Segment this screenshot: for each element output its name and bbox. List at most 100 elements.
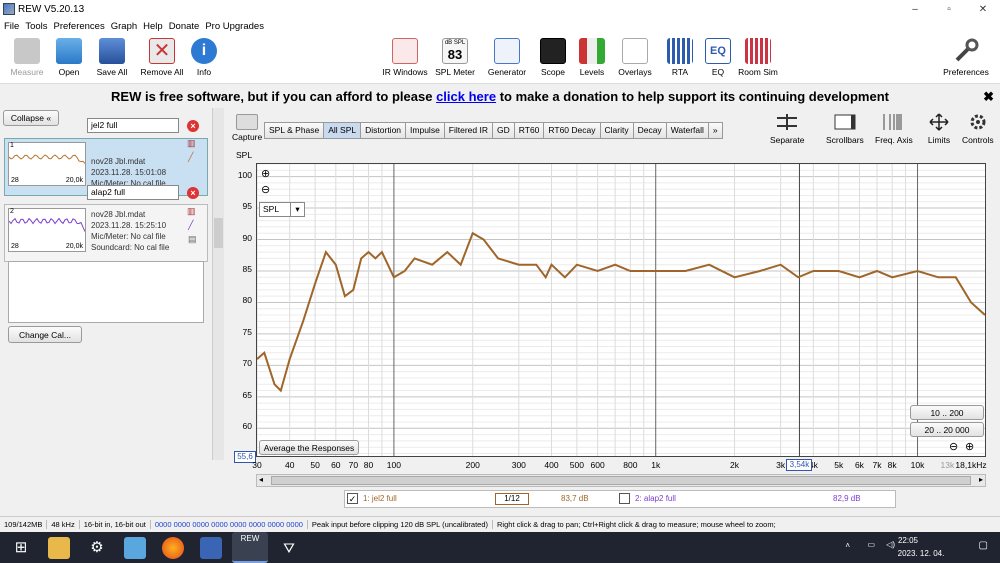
measurement-name-field-2[interactable]: alap2 full <box>87 185 179 200</box>
save-all-button[interactable]: Save All <box>82 38 142 77</box>
tab-decay[interactable]: Decay <box>632 122 667 139</box>
zoom-in-icon[interactable]: ⊕ <box>261 168 271 180</box>
notifications-icon[interactable]: ▢ <box>978 540 988 551</box>
chevron-up-icon[interactable]: ˄ <box>845 541 850 550</box>
info-button[interactable]: i Info <box>174 38 234 77</box>
overlays-icon <box>622 38 648 64</box>
capture-button[interactable]: Capture <box>232 114 262 142</box>
x-zoom-in-icon[interactable]: ⊕ <box>965 441 975 453</box>
tab-waterfall[interactable]: Waterfall <box>665 122 709 139</box>
tab-clarity[interactable]: Clarity <box>599 122 634 139</box>
scroll-right-icon[interactable]: ▸ <box>978 475 983 484</box>
x-tick-label: 30 <box>252 460 262 470</box>
clock-date[interactable]: 2023. 12. 04. <box>897 549 945 558</box>
network-icon[interactable]: ▭ <box>867 540 875 549</box>
x-tick-label: 13k <box>940 460 955 470</box>
firefox-icon[interactable] <box>162 537 184 559</box>
spl-select[interactable]: SPL ▾ <box>259 202 305 217</box>
pen-2-icon[interactable]: ╱ <box>188 220 194 230</box>
scope-button[interactable]: Scope <box>523 38 583 77</box>
measurement-name-field-1[interactable]: jel2 full <box>87 118 179 133</box>
menu-graph[interactable]: Graph <box>110 20 138 32</box>
overlays-button[interactable]: Overlays <box>605 38 665 77</box>
legend-checkbox-2[interactable] <box>619 493 630 504</box>
open-button[interactable]: Open <box>39 38 99 77</box>
levels-button[interactable]: Levels <box>562 38 622 77</box>
smoothing-selector[interactable]: 1/12 <box>495 493 529 505</box>
ir-windows-button[interactable]: IR Windows <box>375 38 435 77</box>
spl-chart <box>257 164 985 456</box>
spl-meter-button[interactable]: dB SPL 83 SPL Meter <box>435 38 475 77</box>
donate-link[interactable]: click here <box>436 89 497 104</box>
y-tick-label: 60 <box>242 421 252 432</box>
scrollbars-button[interactable]: Scrollbars <box>826 112 864 145</box>
menu-pro-upgrades[interactable]: Pro Upgrades <box>205 20 264 32</box>
tab-distortion[interactable]: Distortion <box>360 122 407 139</box>
document-icon[interactable]: ▤ <box>188 234 197 244</box>
range-10-200-button[interactable]: 10 .. 200 <box>910 405 984 420</box>
file-explorer-icon[interactable] <box>48 537 70 559</box>
tab-gd[interactable]: GD <box>492 122 515 139</box>
tab-rt60-decay[interactable]: RT60 Decay <box>543 122 601 139</box>
change-cal-button[interactable]: Change Cal... <box>8 326 82 343</box>
windows-start-icon[interactable]: ⊞ <box>14 539 28 556</box>
average-responses-button[interactable]: Average the Responses <box>259 440 359 455</box>
menu-help[interactable]: Help <box>143 20 163 32</box>
info-icon: i <box>191 38 217 64</box>
tab-all-spl[interactable]: All SPL <box>323 122 362 139</box>
peak-input: Peak input before clipping 120 dB SPL (u… <box>308 520 494 529</box>
legend-checkbox-1[interactable]: ✓ <box>347 493 358 504</box>
maximize-button[interactable]: ▫ <box>947 3 951 15</box>
x-zoom-out-icon[interactable]: ⊖ <box>949 441 959 453</box>
scroll-left-icon[interactable]: ◂ <box>259 475 264 484</box>
save-disk-icon[interactable] <box>200 537 222 559</box>
tab-spl-phase[interactable]: SPL & Phase <box>264 122 325 139</box>
preferences-button[interactable]: Preferences <box>936 38 996 77</box>
separate-button[interactable]: Separate <box>770 112 805 145</box>
remove-all-button[interactable]: ✕ Remove All <box>140 38 184 77</box>
x-tick-label: 500 <box>569 460 584 470</box>
eq-button[interactable]: EQ EQ <box>688 38 748 77</box>
freq-axis-button[interactable]: Freq. Axis <box>875 112 913 145</box>
scrollbar-thumb[interactable] <box>271 476 971 485</box>
remove-measurement-1-icon[interactable]: × <box>187 120 199 132</box>
banner-close-icon[interactable]: ✖ <box>983 89 994 104</box>
clock-time[interactable]: 22:05 <box>897 536 919 545</box>
save-measurement-1-icon[interactable]: ▥ <box>187 138 196 148</box>
spl-plot-area[interactable]: ⊕ ⊖ SPL ▾ Average the Responses 10 .. 200… <box>256 163 986 457</box>
tabs-more-icon[interactable]: » <box>707 122 723 139</box>
menu-donate[interactable]: Donate <box>168 20 200 32</box>
close-button[interactable]: ✕ <box>978 3 988 15</box>
fox-app-icon[interactable]: ⛛ <box>283 540 295 556</box>
rew-taskbar-icon[interactable]: REW <box>232 532 268 563</box>
save-measurement-2-icon[interactable]: ▥ <box>187 206 196 216</box>
measure-button[interactable]: Measure <box>0 38 57 77</box>
zoom-out-icon[interactable]: ⊖ <box>261 184 271 196</box>
pen-1-icon[interactable]: ╱ <box>188 152 194 162</box>
left-panel-scrollbar[interactable] <box>212 108 224 460</box>
range-20-20000-button[interactable]: 20 .. 20 000 <box>910 422 984 437</box>
limits-button[interactable]: Limits <box>926 112 952 145</box>
collapse-button[interactable]: Collapse « <box>3 110 59 126</box>
notes-area[interactable] <box>8 261 204 323</box>
settings-gear-icon[interactable]: ⚙ <box>90 539 104 556</box>
remove-measurement-2-icon[interactable]: × <box>187 187 199 199</box>
volume-icon[interactable]: ◁) <box>886 540 895 549</box>
room-sim-button[interactable]: Room Sim <box>728 38 788 77</box>
measurement-card-2[interactable]: 2 28 20,0k nov28 Jbl.mdat 2023.11.28. 15:… <box>4 204 208 262</box>
ir-windows-icon <box>392 38 418 64</box>
menu-preferences[interactable]: Preferences <box>53 20 105 32</box>
chart-grid <box>257 164 985 456</box>
generator-button[interactable]: Generator <box>477 38 537 77</box>
rta-button[interactable]: RTA <box>650 38 710 77</box>
horizontal-scrollbar[interactable]: ◂ ▸ <box>256 474 986 487</box>
photos-icon[interactable] <box>124 537 146 559</box>
menu-file[interactable]: File <box>4 20 20 32</box>
scrollbar-thumb[interactable] <box>214 218 223 248</box>
minimize-button[interactable]: – <box>912 3 918 15</box>
menu-tools[interactable]: Tools <box>25 20 48 32</box>
tab-impulse[interactable]: Impulse <box>405 122 445 139</box>
controls-button[interactable]: Controls <box>962 112 994 145</box>
tab-filtered-ir[interactable]: Filtered IR <box>443 122 494 139</box>
tab-rt60[interactable]: RT60 <box>513 122 545 139</box>
